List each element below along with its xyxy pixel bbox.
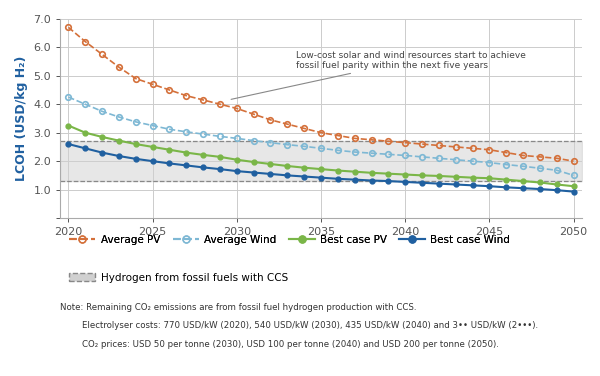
- Text: Low-cost solar and wind resources start to achieve
fossil fuel parity within the: Low-cost solar and wind resources start …: [231, 51, 526, 99]
- Text: CO₂ prices: USD 50 per tonne (2030), USD 100 per tonne (2040) and USD 200 per to: CO₂ prices: USD 50 per tonne (2030), USD…: [60, 340, 499, 349]
- Legend: Average PV, Average Wind, Best case PV, Best case Wind: Average PV, Average Wind, Best case PV, …: [65, 231, 515, 249]
- Text: Electrolyser costs: 770 USD/kW (2020), 540 USD/kW (2030), 435 USD/kW (2040) and : Electrolyser costs: 770 USD/kW (2020), 5…: [60, 321, 538, 331]
- Legend: Hydrogen from fossil fuels with CCS: Hydrogen from fossil fuels with CCS: [65, 268, 292, 287]
- Text: Note: Remaining CO₂ emissions are from fossil fuel hydrogen production with CCS.: Note: Remaining CO₂ emissions are from f…: [60, 303, 416, 312]
- Y-axis label: LCOH (USD/kg H₂): LCOH (USD/kg H₂): [14, 56, 28, 181]
